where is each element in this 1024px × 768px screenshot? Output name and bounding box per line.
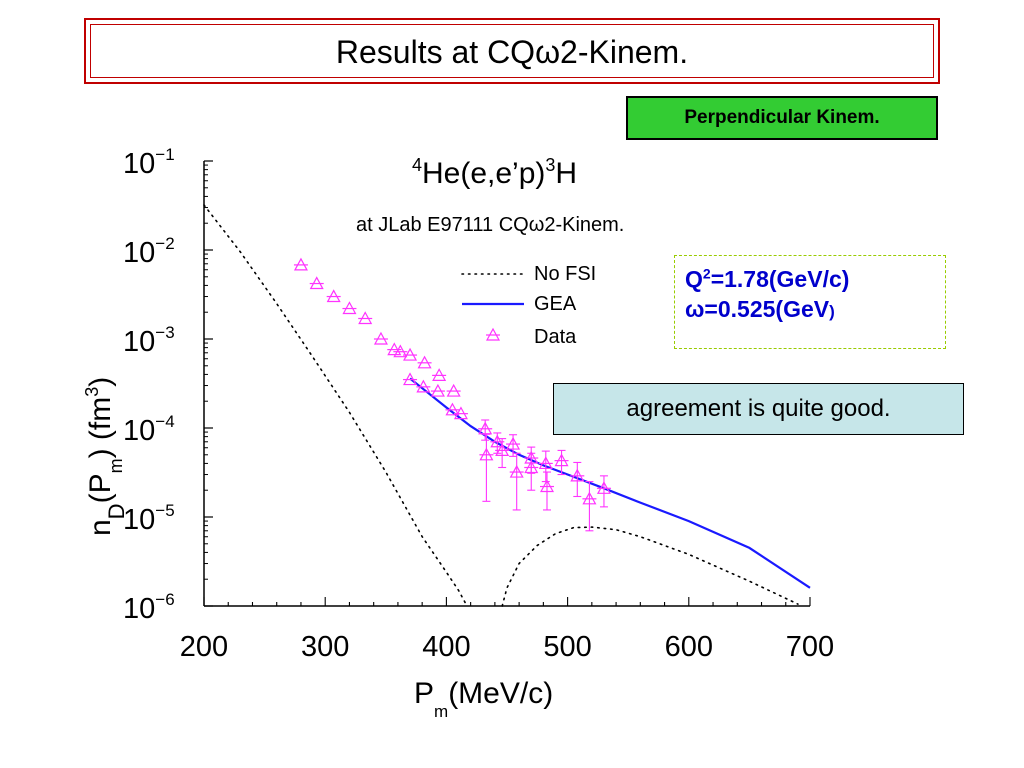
x-tick-label: 600 — [665, 631, 713, 663]
x-tick-label: 300 — [301, 631, 349, 663]
data-point — [393, 344, 408, 358]
q2-line: Q2=1.78(GeV/c) — [685, 264, 945, 294]
data-point — [293, 257, 308, 271]
data-point — [446, 383, 461, 397]
data-point — [432, 368, 447, 381]
data-point — [509, 452, 524, 511]
data-point — [403, 347, 418, 361]
data-point — [539, 471, 555, 511]
omega-close: ) — [829, 302, 835, 321]
x-axis-label: Pm(MeV/c) — [414, 677, 553, 721]
y-tick-label: 10−2 — [123, 234, 175, 269]
legend-label: Data — [534, 326, 577, 348]
slide-title: Results at CQω2-Kinem. — [335, 34, 689, 70]
data-point — [582, 481, 597, 532]
q-value: =1.78(GeV/c) — [710, 266, 850, 292]
y-tick-label: 10−4 — [123, 412, 175, 447]
q-sup: 2 — [702, 265, 711, 282]
data-point — [478, 419, 493, 441]
legend-data-swatch — [485, 327, 501, 341]
y-tick-label: 10−1 — [123, 145, 175, 180]
data-point — [538, 450, 553, 483]
agreement-comment: agreement is quite good. — [553, 383, 964, 435]
data-point — [417, 355, 432, 369]
x-tick-label: 200 — [180, 631, 228, 663]
y-tick-label: 10−5 — [123, 501, 175, 536]
y-tick-label: 10−3 — [123, 323, 175, 358]
title-frame: Results at CQω2-Kinem. — [84, 18, 940, 84]
x-tick-label: 400 — [422, 631, 470, 663]
data-point — [387, 342, 402, 356]
kinematics-params-box: Q2=1.78(GeV/c) ω=0.525(GeV) — [674, 255, 946, 349]
data-point — [570, 461, 585, 498]
x-tick-label: 500 — [543, 631, 591, 663]
title-inner-frame — [90, 24, 934, 78]
data-point — [403, 372, 418, 386]
chart-title: 4He(e,e’p)3H — [412, 155, 577, 190]
data-point — [596, 475, 611, 508]
data-point — [309, 276, 324, 290]
x-tick-label: 700 — [786, 631, 834, 663]
y-tick-label: 10−6 — [123, 590, 175, 625]
data-point — [524, 452, 539, 491]
no-fsi-curve — [203, 204, 468, 607]
data-point — [453, 406, 468, 420]
data-point — [430, 383, 445, 397]
data-point — [495, 438, 510, 469]
data-point — [326, 289, 341, 303]
legend-label: GEA — [534, 293, 577, 315]
omega-value: ω=0.525(GeV — [685, 296, 830, 322]
chart-subtitle: at JLab E97111 CQω2-Kinem. — [356, 214, 624, 236]
perpendicular-kinem-badge: Perpendicular Kinem. — [626, 96, 938, 140]
legend-label: No FSI — [534, 263, 596, 285]
data-point — [445, 402, 460, 416]
data-point — [416, 379, 431, 393]
data-point — [554, 449, 569, 476]
data-point — [373, 331, 388, 345]
data-point — [358, 311, 373, 325]
omega-line: ω=0.525(GeV) — [685, 294, 945, 327]
gea-curve — [409, 377, 811, 589]
q-prefix: Q — [685, 266, 703, 292]
data-point — [479, 433, 494, 502]
y-axis-label: nD(Pm) (fm3) — [82, 377, 129, 536]
no-fsi-curve — [501, 526, 799, 607]
data-point — [342, 301, 357, 315]
